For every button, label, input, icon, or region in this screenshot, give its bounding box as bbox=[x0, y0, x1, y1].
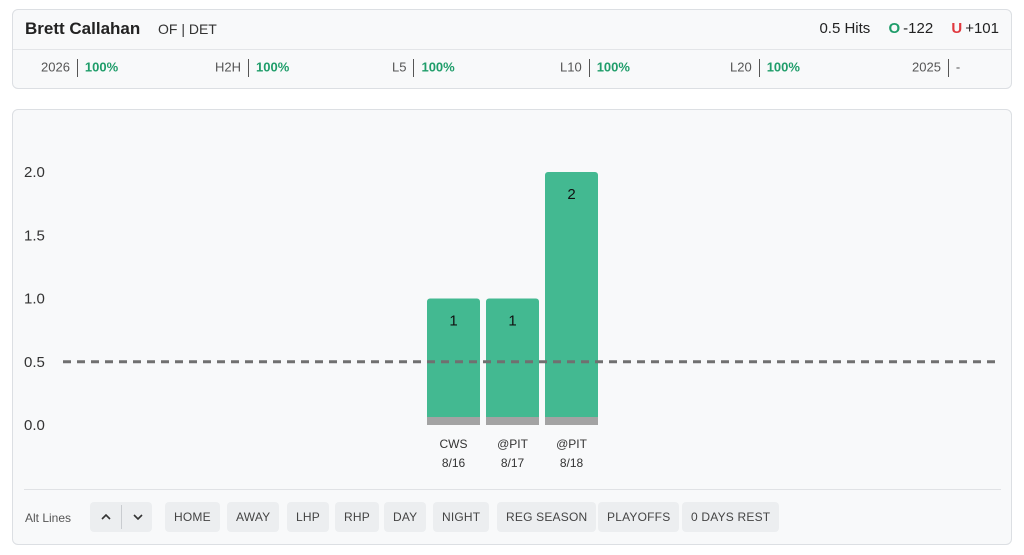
split-value: 100% bbox=[596, 59, 630, 75]
split-label: 2026 bbox=[41, 59, 70, 75]
chart-divider bbox=[24, 489, 1001, 490]
split-2025[interactable]: 2025- bbox=[912, 59, 960, 79]
x-tick-date: 8/18 bbox=[560, 456, 584, 470]
split-label: L10 bbox=[560, 59, 582, 75]
bar-base bbox=[427, 417, 480, 425]
x-tick-opponent: @PIT bbox=[497, 437, 529, 451]
y-tick-label: 1.0 bbox=[24, 291, 45, 308]
x-tick-opponent: @PIT bbox=[556, 437, 588, 451]
filter-days-rest-button[interactable]: 0 DAYS REST bbox=[682, 502, 780, 532]
alt-line-down-button[interactable] bbox=[122, 502, 153, 532]
bar-value-label: 2 bbox=[567, 186, 575, 203]
filter-night-button[interactable]: NIGHT bbox=[433, 502, 490, 532]
split-h2h[interactable]: H2H 100% bbox=[215, 59, 289, 79]
filter-day-button[interactable]: DAY bbox=[384, 502, 427, 532]
x-tick-date: 8/17 bbox=[501, 456, 525, 470]
player-name[interactable]: Brett Callahan bbox=[25, 19, 141, 38]
filter-reg-season-button[interactable]: REG SEASON bbox=[497, 502, 597, 532]
filter-rhp-button[interactable]: RHP bbox=[335, 502, 379, 532]
filter-playoffs-button[interactable]: PLAYOFFS bbox=[598, 502, 680, 532]
split-value: 100% bbox=[256, 59, 290, 75]
filter-home-button[interactable]: HOME bbox=[165, 502, 220, 532]
bar-base bbox=[486, 417, 539, 425]
split-label: H2H bbox=[215, 59, 242, 75]
y-tick-label: 0.0 bbox=[24, 417, 45, 434]
split-2026[interactable]: 2026 100% bbox=[41, 59, 118, 79]
game-log-chart: 2.0 1.5 1.0 0.5 0.0 1 CWS 8/16 1 @PIT 8/17 2 @PIT 8/1… bbox=[24, 164, 995, 470]
split-label: L5 bbox=[392, 59, 407, 75]
bar bbox=[545, 172, 598, 425]
split-label: 2025 bbox=[912, 59, 941, 75]
alt-lines-stepper bbox=[90, 502, 152, 532]
player-position-team: OF | DET bbox=[158, 21, 217, 37]
chevron-up-icon bbox=[100, 514, 111, 520]
split-l5[interactable]: L5 100% bbox=[392, 59, 455, 79]
y-tick-label: 0.5 bbox=[24, 354, 45, 371]
split-label: L20 bbox=[730, 59, 752, 75]
split-value: - bbox=[955, 59, 961, 75]
split-value: 100% bbox=[421, 59, 455, 75]
bar-value-label: 1 bbox=[449, 313, 457, 330]
chevron-down-icon bbox=[132, 514, 143, 520]
alt-line-up-button[interactable] bbox=[90, 502, 121, 532]
split-value: 100% bbox=[84, 59, 119, 75]
under-icon[interactable]: U bbox=[951, 20, 963, 37]
chart-card: 2.0 1.5 1.0 0.5 0.0 1 CWS 8/16 1 @PIT 8/17 2 @PIT 8/1… bbox=[12, 109, 1012, 545]
filter-lhp-button[interactable]: LHP bbox=[287, 502, 329, 532]
x-tick-date: 8/16 bbox=[442, 456, 466, 470]
player-header-card: Brett Callahan OF | DET 0.5 Hits O -122 U… bbox=[12, 9, 1012, 89]
split-l20[interactable]: L20 100% bbox=[730, 59, 800, 79]
x-tick-opponent: CWS bbox=[440, 437, 468, 451]
y-tick-label: 2.0 bbox=[24, 164, 45, 181]
y-tick-label: 1.5 bbox=[24, 227, 45, 244]
alt-lines-label: Alt Lines bbox=[25, 511, 72, 525]
player-header-row: Brett Callahan OF | DET 0.5 Hits O -122 U… bbox=[13, 10, 1011, 50]
filter-away-button[interactable]: AWAY bbox=[227, 502, 280, 532]
bar bbox=[427, 298, 480, 425]
prop-line: 0.5 Hits O -122 U +101 bbox=[819, 20, 999, 37]
split-value: 100% bbox=[766, 59, 800, 75]
prop-line-label: 0.5 Hits bbox=[819, 20, 871, 37]
split-l10[interactable]: L10 100% bbox=[560, 59, 630, 79]
bar-base bbox=[545, 417, 598, 425]
over-odds[interactable]: -122 bbox=[903, 20, 934, 37]
bar-value-label: 1 bbox=[508, 313, 516, 330]
over-icon[interactable]: O bbox=[888, 20, 901, 37]
under-odds[interactable]: +101 bbox=[965, 20, 999, 37]
